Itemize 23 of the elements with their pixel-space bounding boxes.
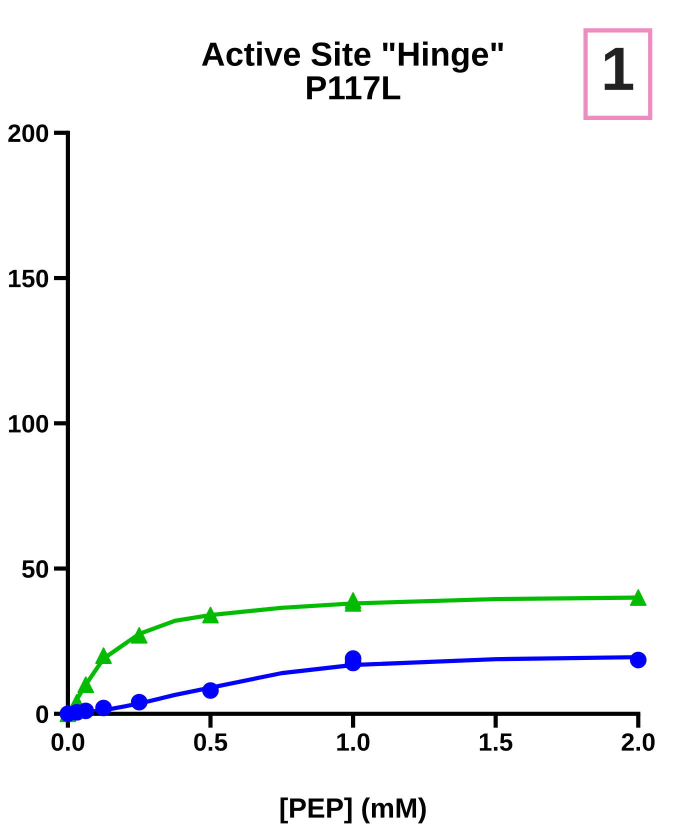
point (130, 694, 148, 710)
y-tick-label: 100 (9, 414, 48, 433)
point (344, 592, 362, 609)
chart-title: Active Site "Hinge" P117L (202, 42, 503, 100)
point (130, 627, 148, 644)
point (630, 652, 647, 668)
text: 1 (604, 48, 634, 90)
x-axis-title: [PEP] (mM) (280, 798, 426, 824)
point (202, 606, 219, 624)
x-tick-label: 0.0 (52, 733, 84, 751)
x-tick-label: 1.5 (480, 733, 512, 751)
y-tick-label: 200 (8, 124, 48, 142)
point (95, 700, 112, 716)
x-tick-label: 0.5 (194, 733, 228, 751)
point (202, 682, 219, 699)
x-tick-label: 2.0 (622, 733, 655, 751)
y-tick-label: 0 (36, 705, 48, 724)
point (77, 676, 94, 694)
point (95, 647, 112, 664)
y-tick-label: 50 (22, 560, 48, 578)
y-tick-label: 150 (9, 270, 48, 288)
x-tick-label: 1.0 (337, 733, 370, 751)
point (630, 589, 647, 606)
